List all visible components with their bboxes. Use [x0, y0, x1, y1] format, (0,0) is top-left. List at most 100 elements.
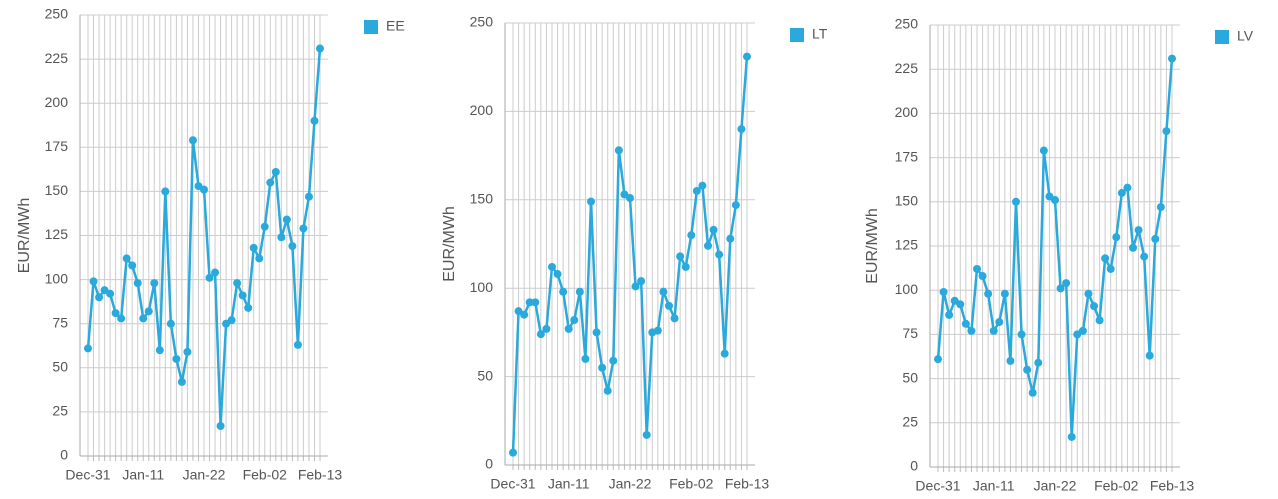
data-point — [961, 319, 970, 328]
data-point — [89, 277, 98, 286]
data-point — [282, 215, 291, 224]
data-point — [1162, 127, 1171, 136]
data-point — [536, 330, 545, 339]
data-point — [293, 340, 302, 349]
y-tick-label: 200 — [470, 102, 494, 118]
data-point — [316, 44, 324, 53]
data-point — [1106, 264, 1115, 273]
data-point — [956, 300, 965, 309]
data-point — [1117, 188, 1126, 197]
data-point — [603, 386, 612, 395]
data-point — [1023, 365, 1032, 374]
data-point — [587, 197, 595, 206]
data-point — [161, 187, 170, 196]
data-point — [670, 314, 679, 323]
data-point — [520, 310, 529, 319]
y-tick-label: 125 — [45, 226, 69, 242]
data-point — [548, 262, 556, 271]
data-point — [1056, 284, 1065, 293]
data-point — [1006, 356, 1015, 365]
x-tick-label: Dec-31 — [490, 476, 535, 492]
data-point — [715, 250, 724, 259]
data-point — [266, 178, 275, 187]
data-point — [310, 116, 319, 125]
data-point — [1090, 302, 1098, 311]
data-point — [1051, 196, 1059, 205]
data-point — [687, 231, 696, 240]
x-tick-label: Dec-31 — [915, 478, 960, 494]
y-tick-label: 175 — [895, 148, 919, 164]
data-point — [592, 328, 601, 337]
data-point — [709, 225, 718, 234]
data-point — [570, 316, 579, 325]
data-point — [139, 314, 148, 323]
data-point — [244, 303, 253, 312]
y-tick-label: 0 — [485, 456, 493, 472]
data-point — [188, 136, 197, 145]
data-point — [676, 252, 685, 261]
data-point — [659, 287, 668, 296]
y-axis-label: EUR/MWh — [864, 208, 881, 284]
x-tick-label: Jan-22 — [1034, 478, 1077, 494]
data-point — [1012, 197, 1020, 206]
data-point — [531, 298, 540, 307]
data-point — [1095, 316, 1104, 325]
data-point — [631, 282, 640, 291]
data-point — [200, 185, 208, 194]
data-point — [509, 448, 517, 457]
y-tick-label: 50 — [902, 369, 918, 385]
data-point — [271, 167, 280, 176]
data-point — [122, 254, 131, 263]
legend-label: EE — [386, 18, 405, 34]
y-tick-label: 0 — [60, 447, 68, 463]
x-tick-label: Feb-02 — [243, 467, 288, 483]
data-point — [989, 326, 998, 335]
y-tick-label: 75 — [52, 314, 68, 330]
x-tick-label: Feb-02 — [1094, 478, 1139, 494]
y-tick-label: 200 — [45, 94, 69, 110]
data-point — [642, 430, 651, 439]
data-point — [233, 279, 242, 288]
data-point — [614, 146, 623, 155]
data-point — [177, 377, 186, 386]
data-point — [665, 301, 673, 310]
data-point — [299, 224, 308, 233]
data-point — [598, 363, 607, 372]
y-tick-label: 225 — [895, 60, 919, 76]
data-point — [172, 354, 181, 363]
y-tick-label: 25 — [52, 403, 68, 419]
x-tick-label: Feb-13 — [1150, 478, 1195, 494]
data-point — [704, 241, 712, 250]
data-point — [106, 289, 115, 298]
y-tick-label: 100 — [470, 279, 494, 295]
y-tick-label: 250 — [45, 6, 69, 22]
data-point — [934, 355, 942, 364]
x-tick-label: Jan-11 — [548, 476, 590, 492]
y-tick-label: 50 — [477, 367, 493, 383]
data-point — [205, 273, 214, 282]
data-point — [973, 264, 981, 273]
y-tick-label: 25 — [902, 414, 918, 430]
y-tick-label: 150 — [45, 182, 69, 198]
data-point — [150, 279, 159, 288]
y-tick-label: 250 — [895, 16, 919, 32]
data-point — [183, 347, 192, 356]
data-point — [1034, 358, 1043, 367]
x-tick-label: Jan-22 — [609, 476, 652, 492]
data-point — [1062, 279, 1071, 288]
data-point — [1112, 233, 1121, 242]
x-tick-label: Dec-31 — [65, 467, 110, 483]
data-point — [95, 293, 104, 302]
data-point — [255, 254, 264, 263]
y-tick-label: 175 — [45, 138, 69, 154]
data-point — [720, 349, 729, 358]
data-point — [1028, 388, 1037, 397]
data-point — [1000, 289, 1009, 298]
data-point — [128, 261, 137, 270]
data-point — [111, 309, 120, 318]
data-point — [726, 234, 735, 243]
data-point — [1067, 432, 1076, 441]
y-tick-label: 150 — [895, 193, 919, 209]
data-point — [564, 324, 573, 333]
